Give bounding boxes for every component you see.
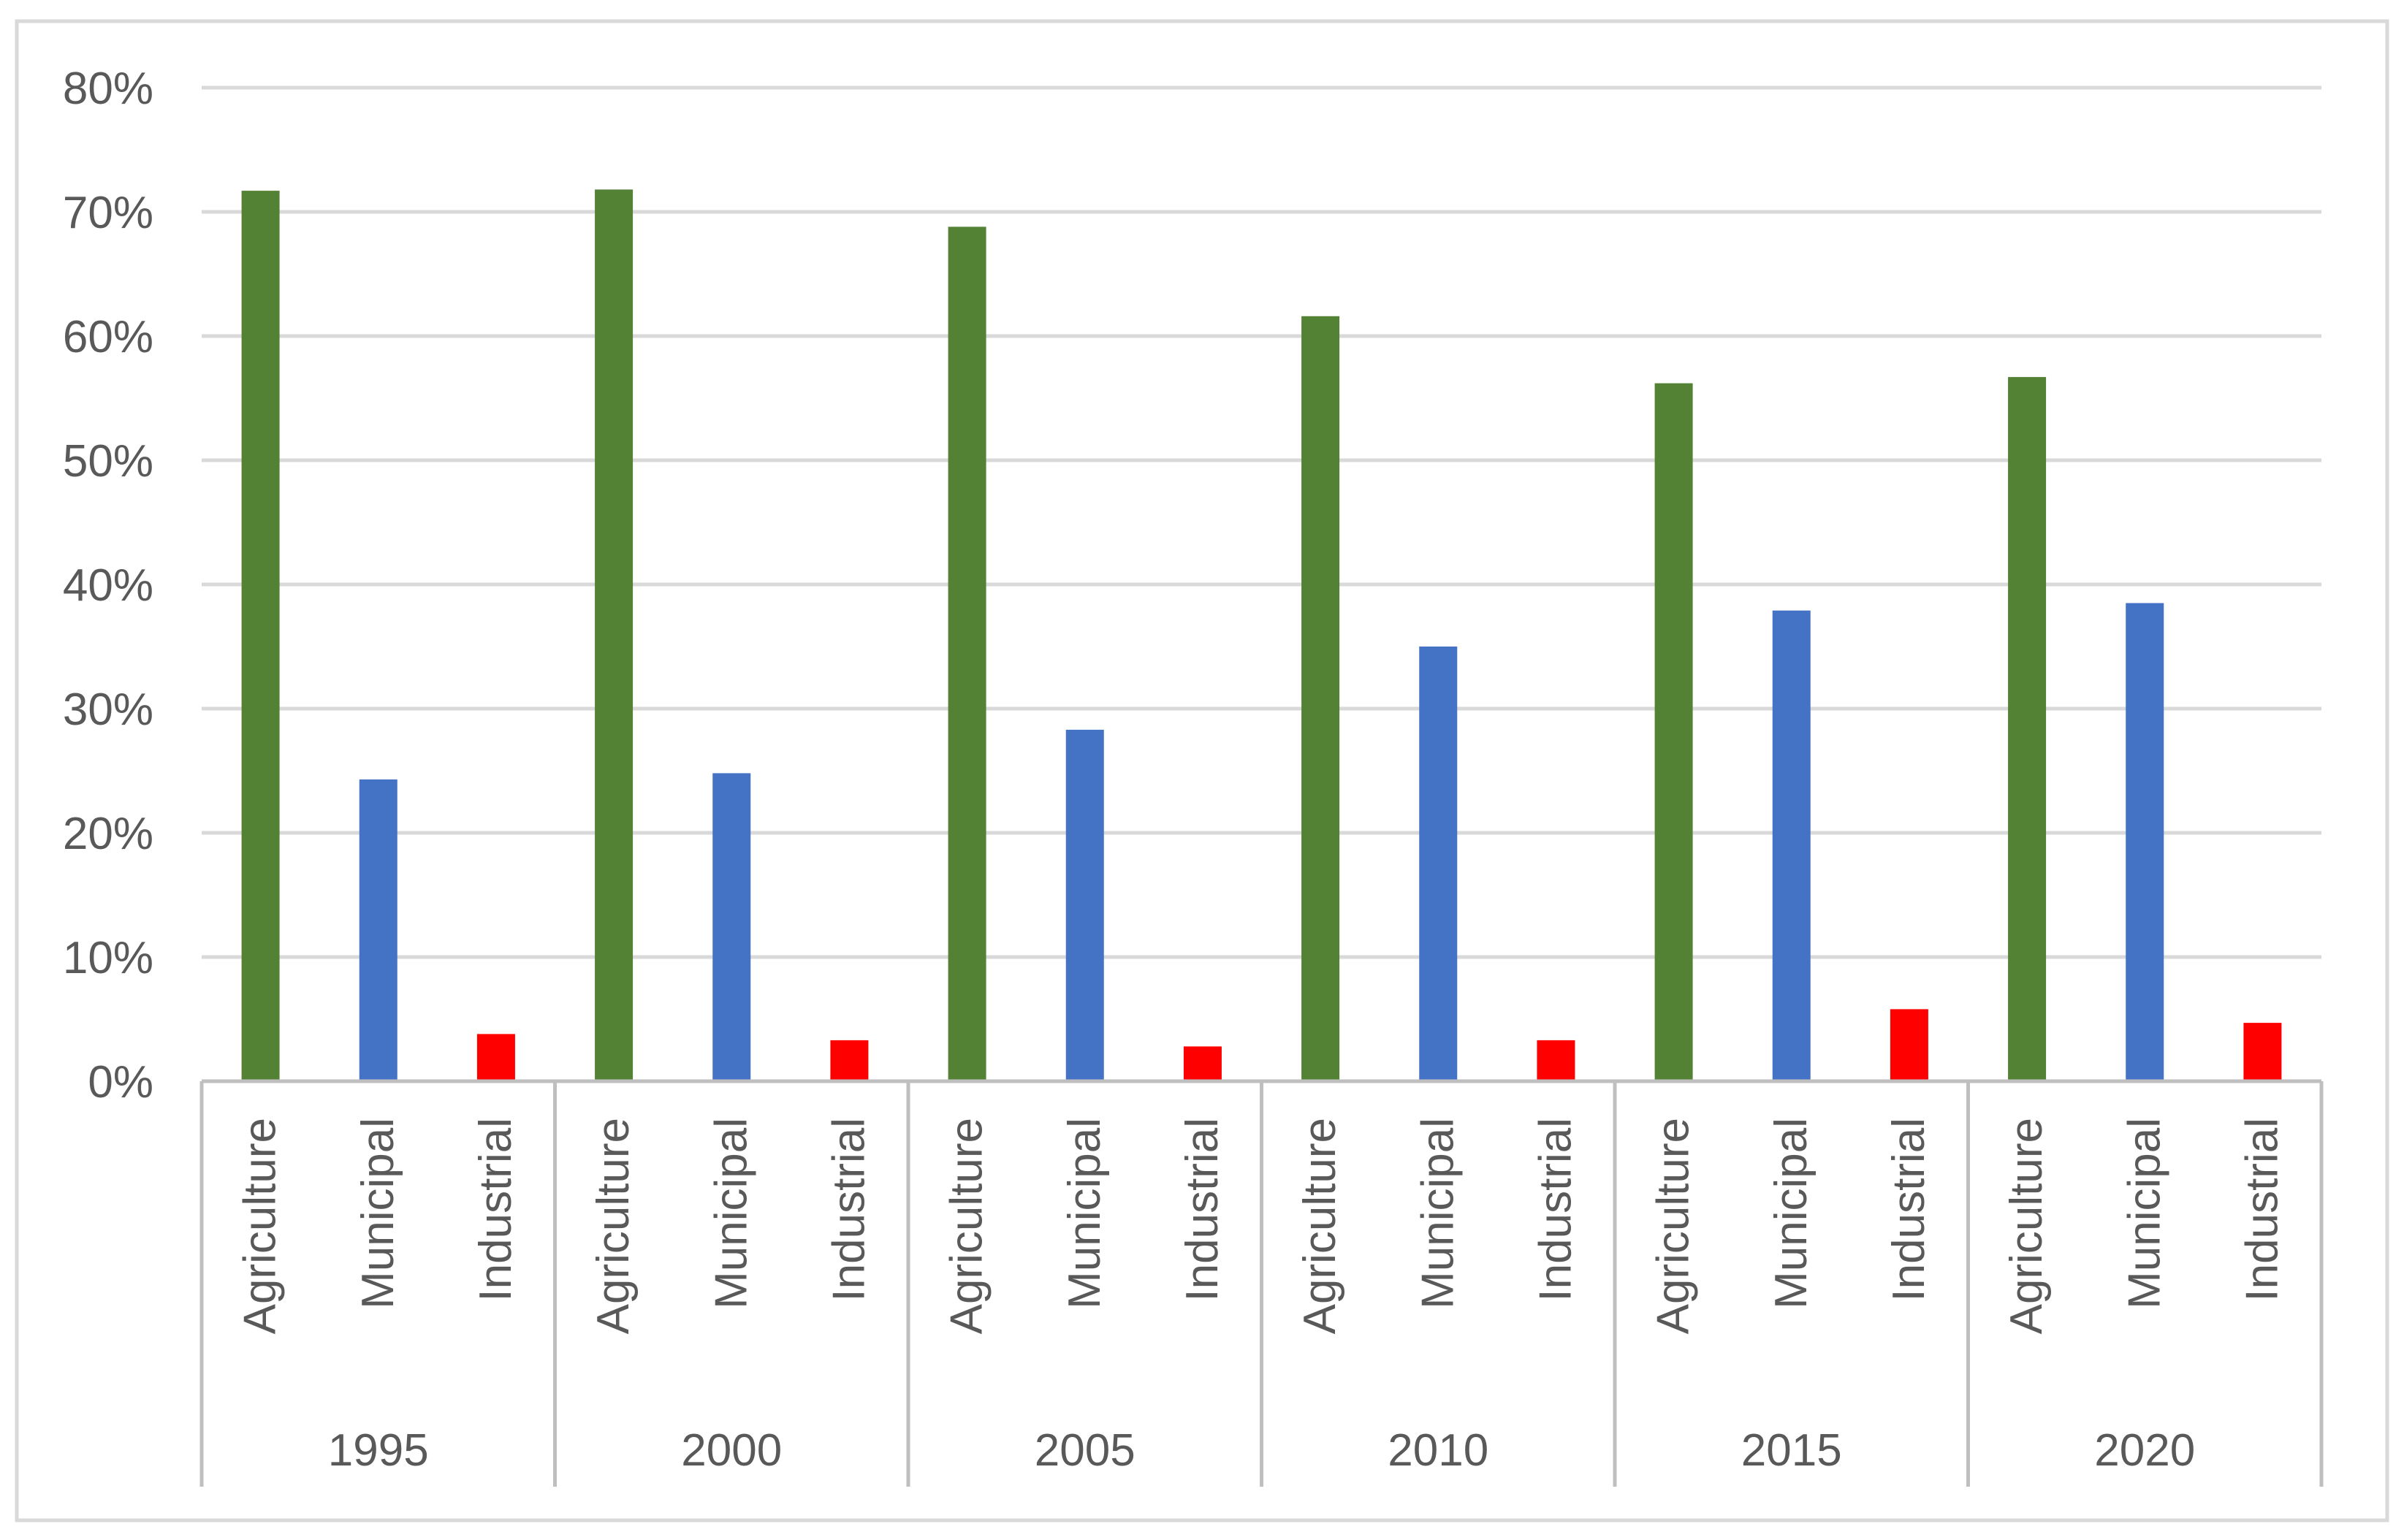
bar-agriculture-2005 xyxy=(948,226,986,1081)
y-tick-label: 40% xyxy=(63,560,153,611)
axis-labels: 0% 10% 20% 30% 40% 50% 60% 70% 80% Agriculture Mun… xyxy=(63,64,2288,1476)
year-label: 2015 xyxy=(1741,1425,1842,1476)
category-label: Industrial xyxy=(1884,1118,1934,1302)
category-label: Industrial xyxy=(1530,1118,1581,1302)
bar-agriculture-2010 xyxy=(1301,316,1340,1081)
bar-agriculture-2015 xyxy=(1654,383,1693,1081)
bar-industrial-2015 xyxy=(1890,1009,1928,1081)
category-label: Agriculture xyxy=(1295,1118,1345,1334)
year-label: 1995 xyxy=(328,1425,429,1476)
category-label: Industrial xyxy=(471,1118,521,1302)
year-label: 2010 xyxy=(1388,1425,1488,1476)
bar-industrial-2000 xyxy=(830,1040,869,1081)
y-tick-label: 20% xyxy=(63,809,153,859)
bar-industrial-1995 xyxy=(476,1034,515,1081)
y-tick-label: 30% xyxy=(63,685,153,735)
y-tick-label: 70% xyxy=(63,188,153,238)
category-label: Agriculture xyxy=(235,1118,286,1334)
y-tick-label: 60% xyxy=(63,312,153,362)
year-label: 2020 xyxy=(2094,1425,2195,1476)
year-label: 2000 xyxy=(681,1425,782,1476)
y-tick-label: 50% xyxy=(63,436,153,487)
bar-municipal-2020 xyxy=(2126,603,2164,1081)
bar-municipal-2000 xyxy=(712,773,751,1081)
category-label: Industrial xyxy=(1177,1118,1228,1302)
bar-industrial-2010 xyxy=(1537,1040,1575,1081)
gridlines xyxy=(202,85,2321,959)
category-label: Municipal xyxy=(706,1118,756,1309)
axes xyxy=(199,1079,2324,1487)
category-label: Municipal xyxy=(2119,1118,2169,1309)
bar-municipal-1995 xyxy=(359,779,398,1081)
bar-municipal-2015 xyxy=(1772,610,1811,1081)
y-tick-label: 10% xyxy=(63,933,153,983)
bar-agriculture-1995 xyxy=(241,191,280,1082)
bar-agriculture-2020 xyxy=(2008,377,2047,1081)
year-label: 2005 xyxy=(1035,1425,1136,1476)
bar-municipal-2005 xyxy=(1065,729,1104,1081)
category-label: Agriculture xyxy=(588,1118,639,1334)
category-label: Municipal xyxy=(353,1118,403,1309)
category-label: Municipal xyxy=(1766,1118,1817,1309)
y-tick-label: 80% xyxy=(63,64,153,114)
bar-industrial-2005 xyxy=(1183,1046,1222,1081)
category-label: Municipal xyxy=(1412,1118,1463,1309)
category-label: Agriculture xyxy=(2001,1118,2052,1334)
bar-agriculture-2000 xyxy=(595,189,634,1081)
category-label: Industrial xyxy=(823,1118,874,1302)
category-label: Industrial xyxy=(2237,1118,2287,1302)
chart-border xyxy=(15,19,2389,1522)
y-tick-label: 0% xyxy=(88,1057,153,1108)
bar-municipal-2010 xyxy=(1419,647,1458,1081)
category-label: Agriculture xyxy=(1648,1118,1699,1334)
category-label: Municipal xyxy=(1060,1118,1110,1309)
category-label: Agriculture xyxy=(942,1118,992,1334)
bars xyxy=(241,189,2282,1082)
bar-industrial-2020 xyxy=(2243,1023,2282,1081)
